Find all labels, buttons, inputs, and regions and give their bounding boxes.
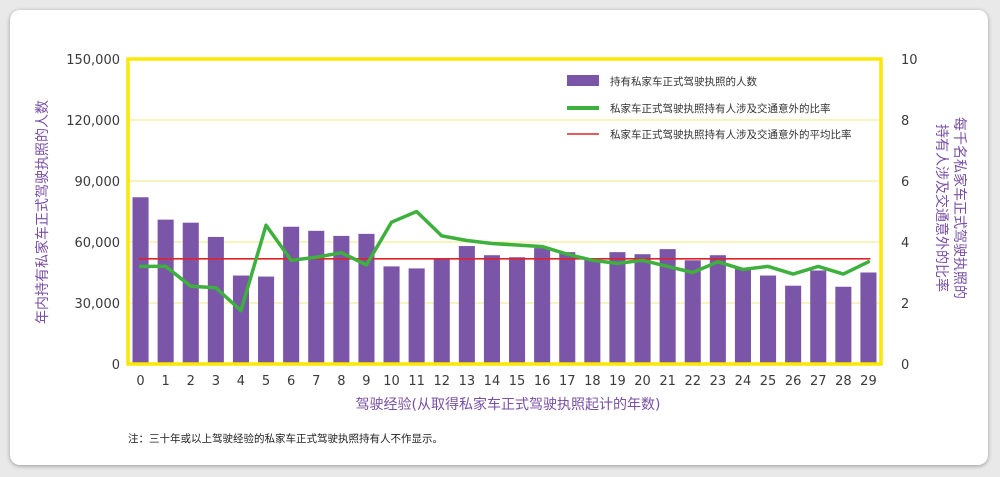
x-tick-label: 4: [237, 374, 245, 389]
bar: [458, 246, 475, 364]
bar: [182, 222, 199, 364]
y2-axis-title-line2: 持有人涉及交通意外的比率: [933, 124, 950, 292]
legend: 持有私家车正式驾驶执照的人数 私家车正式驾驶执照持有人涉及交通意外的比率 私家车…: [567, 75, 852, 141]
x-tick-label: 5: [262, 374, 270, 389]
x-tick-label: 28: [835, 374, 852, 389]
x-tick-label: 3: [212, 374, 220, 389]
y-tick-label: 90,000: [75, 175, 121, 190]
x-tick-label: 24: [735, 374, 752, 389]
x-axis-title: 驾驶经验(从取得私家车正式驾驶执照起计的年数): [356, 396, 661, 413]
x-tick-label: 8: [337, 374, 345, 389]
ratio-line-series: [138, 209, 871, 313]
bar: [534, 248, 551, 364]
bar: [785, 285, 802, 364]
x-tick-label: 6: [287, 374, 295, 389]
legend-swatch-bars: [567, 75, 599, 86]
legend-label-average-line: 私家车正式驾驶执照持有人涉及交通意外的平均比率: [610, 128, 852, 141]
x-tick-label: 23: [710, 374, 727, 389]
x-tick-label: 16: [534, 374, 551, 389]
x-axis-ticks: 0 1 2 3 4 5 6 7 8 9 10 11 12 13 14 15 16 17 18 19 20 21 22 23 24…: [136, 374, 876, 389]
legend-label-ratio-line: 私家车正式驾驶执照持有人涉及交通意外的比率: [610, 102, 831, 115]
bar: [684, 260, 701, 364]
x-tick-label: 29: [860, 374, 877, 389]
legend-label-bars: 持有私家车正式驾驶执照的人数: [610, 75, 757, 88]
y2-tick-label: 6: [901, 175, 909, 190]
bar: [157, 219, 174, 364]
bar: [860, 272, 877, 364]
bar: [634, 254, 651, 364]
right-axis-ticks: 0 2 4 6 8 10: [901, 53, 918, 373]
bar: [408, 268, 425, 364]
y-tick-label: 0: [112, 358, 120, 373]
x-tick-label: 11: [408, 374, 425, 389]
bar: [709, 255, 726, 364]
bar: [132, 197, 149, 364]
bar: [308, 230, 325, 364]
x-tick-label: 1: [162, 374, 170, 389]
y2-tick-label: 0: [901, 358, 909, 373]
footnote: 注：三十年或以上驾驶经验的私家车正式驾驶执照持有人不作显示。: [128, 432, 443, 445]
x-tick-label: 17: [559, 374, 576, 389]
bar: [835, 286, 852, 364]
x-tick-label: 0: [136, 374, 144, 389]
y-tick-label: 150,000: [66, 53, 120, 68]
y2-axis-title-line1: 每千名私家车正式驾驶执照的: [951, 117, 968, 299]
x-tick-label: 13: [459, 374, 476, 389]
plot-frame: [126, 57, 883, 366]
x-tick-label: 25: [760, 374, 777, 389]
x-tick-label: 22: [684, 374, 701, 389]
x-tick-label: 18: [584, 374, 601, 389]
x-tick-label: 26: [785, 374, 802, 389]
ratio-line: [138, 209, 871, 313]
bar: [734, 268, 751, 364]
x-tick-label: 15: [509, 374, 526, 389]
x-tick-label: 7: [312, 374, 320, 389]
bar: [659, 249, 676, 364]
bar: [760, 275, 777, 364]
x-tick-label: 19: [609, 374, 626, 389]
bar: [358, 233, 375, 364]
bar: [509, 257, 526, 364]
x-tick-label: 12: [433, 374, 450, 389]
x-tick-label: 2: [187, 374, 195, 389]
bar: [333, 235, 350, 364]
x-tick-label: 20: [634, 374, 651, 389]
y2-tick-label: 4: [901, 236, 909, 251]
x-tick-label: 9: [362, 374, 370, 389]
y-tick-label: 30,000: [75, 297, 121, 312]
x-tick-label: 27: [810, 374, 827, 389]
bar: [283, 226, 300, 364]
bar: [810, 270, 827, 364]
bar: [258, 276, 275, 364]
bar: [483, 255, 500, 364]
x-tick-label: 21: [659, 374, 676, 389]
x-tick-label: 14: [484, 374, 501, 389]
y2-tick-label: 10: [901, 53, 918, 68]
bar: [383, 266, 400, 364]
left-axis-ticks: 0 30,000 60,000 90,000 120,000 150,000: [66, 53, 120, 373]
grid-lines: [128, 119, 881, 304]
bar: [609, 252, 626, 364]
y-tick-label: 120,000: [66, 114, 120, 129]
y-axis-title: 年内持有私家车正式驾驶执照的人数: [34, 100, 51, 324]
bar-series: [132, 197, 877, 364]
bar: [433, 258, 450, 364]
bar: [559, 252, 576, 364]
y-tick-label: 60,000: [75, 236, 121, 251]
y2-tick-label: 2: [901, 297, 909, 312]
y2-tick-label: 8: [901, 114, 909, 129]
x-tick-label: 10: [383, 374, 400, 389]
bar: [584, 258, 601, 364]
bar: [207, 236, 224, 364]
